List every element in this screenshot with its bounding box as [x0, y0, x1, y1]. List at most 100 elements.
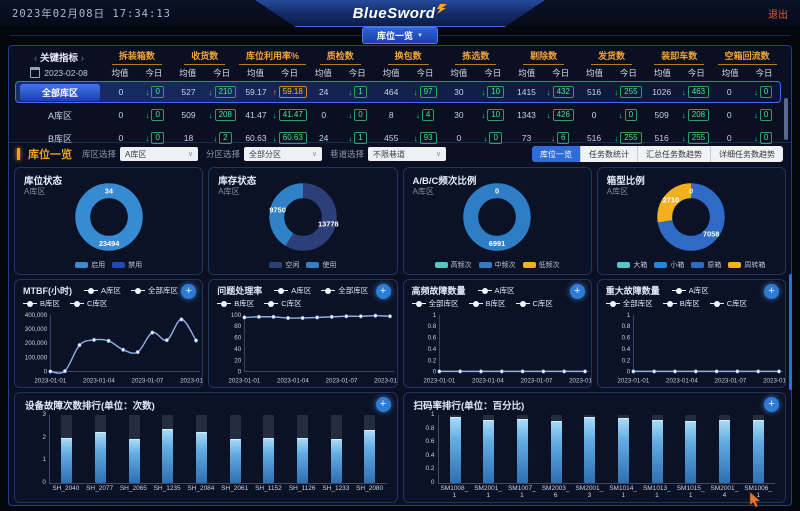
metric-avg-value: 1026: [652, 87, 672, 97]
kpi-table-scrollbar-thumb[interactable]: [784, 98, 788, 140]
kpi-header-row: ‹ 关键指标 › 拆装箱数 收货数 库位利用率% 质检数 换包数 拣选数 剔除数 发货数 装卸车数 空箱…: [15, 48, 781, 65]
metric-cell-group: 516 ↓ 255: [577, 132, 645, 144]
legend-item-原箱[interactable]: 原箱: [691, 260, 721, 270]
subheader-label: 均值: [721, 67, 739, 78]
kpi-date: 2023-02-08: [15, 67, 103, 78]
line-legend-marker-icon: [264, 300, 279, 307]
legend-swatch: [617, 262, 631, 268]
filter-select-2[interactable]: 不限巷道 ∨: [368, 147, 447, 161]
metric-cell-group: 516 ↓ 255: [645, 132, 713, 144]
expand-button[interactable]: +: [569, 284, 585, 299]
expand-button[interactable]: +: [375, 284, 391, 299]
current-view-dropdown[interactable]: 库位一览 ▼: [362, 27, 438, 44]
metric-avg-value: 0: [726, 110, 732, 120]
legend-item-全部库区[interactable]: 全部库区: [131, 285, 178, 296]
legend-item-小箱[interactable]: 小箱: [654, 260, 684, 270]
legend-item-全部库区[interactable]: 全部库区: [605, 298, 653, 309]
kpi-table: ‹ 关键指标 › 拆装箱数 收货数 库位利用率% 质检数 换包数 拣选数 剔除数 发货数 装卸车数 空箱…: [9, 46, 791, 144]
legend-item-周转箱[interactable]: 周转箱: [728, 260, 765, 270]
legend-item-B库区[interactable]: B库区: [662, 298, 700, 309]
logout-link[interactable]: 退出: [768, 10, 788, 21]
metric-group-header: 空箱回流数: [713, 49, 781, 65]
legend-item-C库区[interactable]: C库区: [70, 298, 107, 309]
metric-subheader: 均值 今日: [306, 67, 374, 79]
expand-button[interactable]: +: [764, 397, 779, 412]
legend-item-C库区[interactable]: C库区: [709, 298, 747, 309]
chevron-down-icon: ∨: [435, 151, 442, 158]
line-legend-marker-icon: [131, 287, 146, 294]
bar-category-label: SM1014_ 1: [609, 485, 638, 500]
bar-fill: [483, 419, 495, 483]
donut-svg: 0 6991: [463, 182, 531, 251]
chevron-left-icon[interactable]: ‹: [33, 52, 37, 63]
filter-select-0[interactable]: A库区 ∨: [120, 147, 199, 161]
donut-value-label: 34: [104, 186, 113, 195]
metric-today-badge: 0: [151, 109, 164, 121]
kpi-row-全部库区[interactable]: 全部库区 0 ↓ 0 527 ↓ 210 59.17 ↑ 59.18 24 ↓ 1 464 ↓ 97 30 ↓ 10…: [15, 81, 781, 103]
view-tabstrip: 库位一览 ▼: [0, 27, 800, 44]
legend-item-A库区[interactable]: A库区: [84, 285, 121, 296]
legend-item-C库区[interactable]: C库区: [515, 298, 553, 309]
metric-group-header: 拆装箱数: [103, 49, 171, 65]
legend-item-A库区[interactable]: A库区: [671, 285, 709, 296]
expand-button[interactable]: +: [375, 397, 391, 412]
legend-swatch: [112, 262, 126, 268]
metric-cell-group: 73 ↓ 6: [510, 132, 578, 144]
subheader-label: 今日: [755, 67, 773, 78]
mouse-cursor-icon: [749, 492, 761, 508]
legend-item-A库区[interactable]: A库区: [477, 285, 515, 296]
view-mode-tabs: 库位一览 任务数统计 汇总任务数趋势 详细任务数趋势: [532, 146, 783, 162]
filter-control-1: 分区选择 全部分区 ∨: [206, 147, 323, 161]
donut-value-label: 6991: [489, 238, 505, 247]
y-tick-label: 0: [432, 368, 436, 375]
subheader-label: 均值: [111, 67, 129, 78]
bar-fill: [364, 429, 376, 483]
legend-item-全部库区[interactable]: 全部库区: [321, 285, 368, 296]
filter-select-1[interactable]: 全部分区 ∨: [244, 147, 323, 161]
legend-label: 全部库区: [338, 286, 369, 295]
legend-item-C库区[interactable]: C库区: [264, 298, 302, 309]
metric-group-label: 拆装箱数: [111, 49, 162, 65]
expand-button[interactable]: +: [764, 284, 779, 299]
legend-item-禁用[interactable]: 禁用: [112, 260, 142, 270]
line-chart-header: 问题处理率 A库区 全部库区 B库区 C库区: [209, 280, 396, 309]
view-tab-汇总任务数趋势[interactable]: 汇总任务数趋势: [637, 146, 710, 162]
metric-subheader: 均值 今日: [374, 67, 442, 79]
legend-item-启用[interactable]: 启用: [75, 260, 105, 270]
metric-group-label: 换包数: [387, 49, 429, 65]
metric-today-badge: 426: [552, 109, 574, 121]
legend-item-高频次[interactable]: 高频次: [434, 260, 472, 270]
filter-label: 库区选择: [82, 149, 117, 159]
view-tab-详细任务数趋势[interactable]: 详细任务数趋势: [710, 146, 783, 162]
metric-avg-value: 0: [118, 110, 124, 120]
data-point-marker: [77, 343, 82, 348]
legend-item-全部库区[interactable]: 全部库区: [411, 298, 459, 309]
chevron-right-icon[interactable]: ›: [81, 52, 84, 63]
view-tab-任务数统计[interactable]: 任务数统计: [580, 146, 637, 162]
legend-item-低频次[interactable]: 低频次: [522, 260, 560, 270]
bar-track: [752, 415, 764, 483]
subheader-label: 今日: [416, 67, 434, 78]
top-header: 2023年02月08日 17:34:13 BlueSword 退出: [0, 0, 800, 27]
legend-item-B库区[interactable]: B库区: [23, 298, 60, 309]
kpi-row-A库区[interactable]: A库区 0 ↓ 0 509 ↓ 208 41.47 ↓ 41.47 0 ↓ 0 8 ↓ 4 30 ↓ 10 1343 ↓…: [15, 104, 781, 126]
legend-item-B库区[interactable]: B库区: [468, 298, 506, 309]
donut-chart-row: 库位状态 A库区 23494 34 启用 禁用 库存状态 A库区 13778 9750 空闲 使用 A/…: [9, 165, 791, 277]
page-scrollbar-thumb[interactable]: [789, 274, 792, 390]
legend-item-B库区[interactable]: B库区: [217, 298, 254, 309]
legend-item-使用[interactable]: 使用: [306, 260, 336, 270]
legend-item-空闲[interactable]: 空闲: [269, 260, 299, 270]
line-chart-svg: 1 0.8 0.6 0.4 0.2 0 2023-01-01 2023-01-04 2023-0…: [423, 312, 591, 385]
view-tab-库位一览[interactable]: 库位一览: [532, 146, 580, 162]
line-legend-marker-icon: [274, 287, 289, 294]
metric-group-header: 发货数: [578, 49, 646, 65]
donut-subtitle: A库区: [606, 187, 629, 196]
legend-item-A库区[interactable]: A库区: [274, 285, 311, 296]
legend-item-大箱[interactable]: 大箱: [617, 260, 647, 270]
line-legend-marker-icon: [70, 300, 85, 307]
kpi-row-B库区[interactable]: B库区 0 ↓ 0 18 ↓ 2 60.63 ↓ 60.63 24 ↓ 1 455 ↓ 93 0 ↓ 0 73 ↓ 6 51…: [15, 127, 781, 149]
legend-label: 全部库区: [428, 299, 459, 308]
data-point-marker: [271, 314, 276, 319]
expand-button[interactable]: +: [181, 284, 197, 299]
legend-item-中频次[interactable]: 中频次: [478, 260, 516, 270]
